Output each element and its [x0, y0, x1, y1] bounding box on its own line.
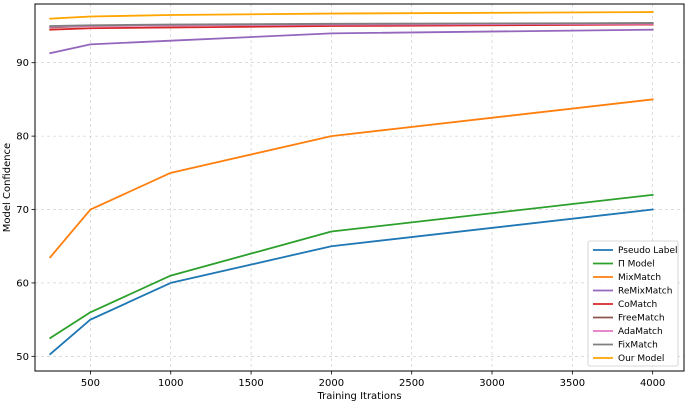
- x-tick-label: 2500: [399, 378, 424, 389]
- legend-entry: CoMatch: [618, 300, 657, 310]
- x-tick-label: 1500: [238, 378, 263, 389]
- x-axis-label: Training Itrations: [316, 391, 401, 402]
- legend-entry: Π Model: [618, 260, 655, 270]
- x-tick-label: 500: [81, 378, 100, 389]
- legend-entry: Pseudo Label: [618, 246, 678, 256]
- y-axis-ticks: 50 60 70 80 90: [16, 58, 35, 363]
- x-tick-label: 3000: [479, 378, 504, 389]
- x-tick-label: 4000: [640, 378, 665, 389]
- y-tick-label: 80: [16, 132, 29, 143]
- y-axis-label: Model Confidence: [2, 143, 13, 232]
- grid-lines: [35, 4, 684, 371]
- x-tick-label: 1000: [158, 378, 183, 389]
- x-axis-ticks: 500 1000 1500 2000 2500 3000 3500 4000: [81, 371, 665, 389]
- series-line-8: [49, 11, 654, 20]
- legend-entry: FixMatch: [618, 341, 658, 351]
- y-tick-label: 90: [16, 58, 29, 69]
- x-tick-label: 3500: [560, 378, 585, 389]
- legend-entry: FreeMatch: [618, 314, 665, 324]
- legend-entry: ReMixMatch: [618, 287, 672, 297]
- y-tick-label: 60: [16, 278, 29, 289]
- legend-entry: AdaMatch: [618, 327, 663, 337]
- series-line-3: [49, 28, 654, 55]
- legend-entry: Our Model: [618, 354, 664, 364]
- plot-frame: [34, 3, 685, 372]
- legend-box: [587, 240, 679, 367]
- series-lines: [48, 11, 654, 356]
- y-tick-label: 70: [16, 205, 29, 216]
- legend-entry: MixMatch: [618, 273, 661, 283]
- series-line-2: [48, 98, 654, 259]
- series-line-1: [49, 193, 654, 340]
- y-tick-label: 50: [16, 352, 29, 363]
- legend: Pseudo Label Π Model MixMatch ReMixMatch CoM…: [587, 240, 679, 367]
- series-line-0: [48, 208, 654, 356]
- series-line-4: [49, 23, 654, 31]
- x-tick-label: 2000: [319, 378, 344, 389]
- series-line-7: [49, 22, 654, 27]
